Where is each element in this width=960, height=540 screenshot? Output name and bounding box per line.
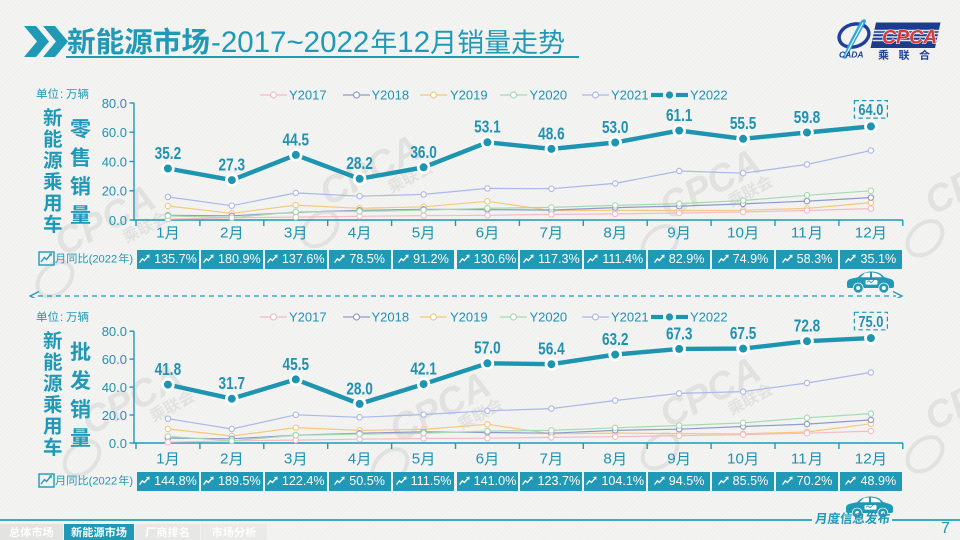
svg-text:55.5: 55.5 <box>730 113 757 133</box>
svg-text:Y2021: Y2021 <box>611 310 649 325</box>
svg-text:2: 2 <box>220 451 228 468</box>
svg-text:Y2017: Y2017 <box>289 310 327 325</box>
svg-text:): ) <box>129 254 133 266</box>
svg-text:2: 2 <box>220 225 228 242</box>
svg-text:(2022: (2022 <box>89 254 118 266</box>
svg-text:5: 5 <box>412 225 420 242</box>
svg-text:48.6: 48.6 <box>538 123 565 143</box>
svg-text:10: 10 <box>727 225 744 242</box>
svg-text::: : <box>60 312 63 324</box>
svg-text:60.0: 60.0 <box>102 352 127 367</box>
svg-text:8: 8 <box>603 451 611 468</box>
svg-text:9: 9 <box>667 225 675 242</box>
svg-text:63.2: 63.2 <box>602 329 629 349</box>
svg-text:Y2022: Y2022 <box>690 88 728 103</box>
svg-text:(2022: (2022 <box>89 476 118 488</box>
svg-text:59.8: 59.8 <box>794 107 821 127</box>
svg-text:Y2022: Y2022 <box>690 310 728 325</box>
svg-text:31.7: 31.7 <box>219 373 246 393</box>
svg-text:20.0: 20.0 <box>102 184 127 199</box>
svg-text:Y2020: Y2020 <box>530 88 568 103</box>
svg-text:0.0: 0.0 <box>109 436 127 451</box>
svg-text:35.2: 35.2 <box>155 143 182 163</box>
svg-text:28.0: 28.0 <box>346 378 373 398</box>
svg-text:75.0: 75.0 <box>858 314 883 331</box>
svg-text:28.2: 28.2 <box>346 153 373 173</box>
svg-text:): ) <box>129 476 133 488</box>
svg-text:4: 4 <box>348 225 356 242</box>
svg-text:64.0: 64.0 <box>858 102 883 119</box>
svg-text:72.8: 72.8 <box>794 316 821 336</box>
svg-text:12: 12 <box>397 26 430 59</box>
svg-text:40.0: 40.0 <box>102 380 127 395</box>
svg-text:Y2017: Y2017 <box>289 88 327 103</box>
svg-text:11: 11 <box>791 451 807 468</box>
svg-text:61.1: 61.1 <box>666 105 693 125</box>
svg-text:Y2019: Y2019 <box>450 88 488 103</box>
svg-text:53.1: 53.1 <box>474 117 501 137</box>
svg-text:3: 3 <box>284 451 292 468</box>
svg-text:12: 12 <box>855 225 872 242</box>
svg-text:Y2021: Y2021 <box>611 88 649 103</box>
svg-text:44.5: 44.5 <box>283 129 310 149</box>
svg-text:7: 7 <box>540 451 548 468</box>
svg-text:0.0: 0.0 <box>109 213 127 228</box>
svg-text:67.5: 67.5 <box>730 323 757 343</box>
svg-text:12: 12 <box>855 451 872 468</box>
svg-text:42.1: 42.1 <box>410 359 437 379</box>
svg-text:27.3: 27.3 <box>219 155 246 175</box>
svg-text:6: 6 <box>476 451 484 468</box>
svg-text:41.8: 41.8 <box>155 359 182 379</box>
svg-text:80.0: 80.0 <box>102 324 127 339</box>
svg-text:57.0: 57.0 <box>474 338 501 358</box>
svg-text:Y2018: Y2018 <box>372 88 410 103</box>
svg-text:3: 3 <box>284 225 292 242</box>
svg-text:CPCA: CPCA <box>882 27 937 49</box>
svg-text:6: 6 <box>476 225 484 242</box>
svg-text:Y2018: Y2018 <box>372 310 410 325</box>
svg-text:1: 1 <box>156 451 164 468</box>
svg-text:7: 7 <box>540 225 548 242</box>
svg-text:40.0: 40.0 <box>102 154 127 169</box>
svg-text:56.4: 56.4 <box>538 339 565 359</box>
svg-text:-2017~2022: -2017~2022 <box>211 26 369 59</box>
svg-text:53.0: 53.0 <box>602 117 629 137</box>
svg-text:45.5: 45.5 <box>283 354 310 374</box>
svg-text:1: 1 <box>156 225 164 242</box>
svg-text:11: 11 <box>791 225 807 242</box>
svg-text:20.0: 20.0 <box>102 408 127 423</box>
svg-text:8: 8 <box>603 225 611 242</box>
svg-text:67.3: 67.3 <box>666 323 693 343</box>
svg-text:60.0: 60.0 <box>102 125 127 140</box>
svg-text:10: 10 <box>727 451 744 468</box>
svg-text:CADA: CADA <box>839 50 864 60</box>
svg-text:Y2019: Y2019 <box>450 310 488 325</box>
svg-text:80.0: 80.0 <box>102 96 127 111</box>
svg-text:36.0: 36.0 <box>410 142 437 162</box>
svg-text:4: 4 <box>348 451 356 468</box>
svg-text::: : <box>60 89 63 101</box>
svg-text:Y2020: Y2020 <box>530 310 568 325</box>
svg-text:9: 9 <box>667 451 675 468</box>
svg-text:5: 5 <box>412 451 420 468</box>
